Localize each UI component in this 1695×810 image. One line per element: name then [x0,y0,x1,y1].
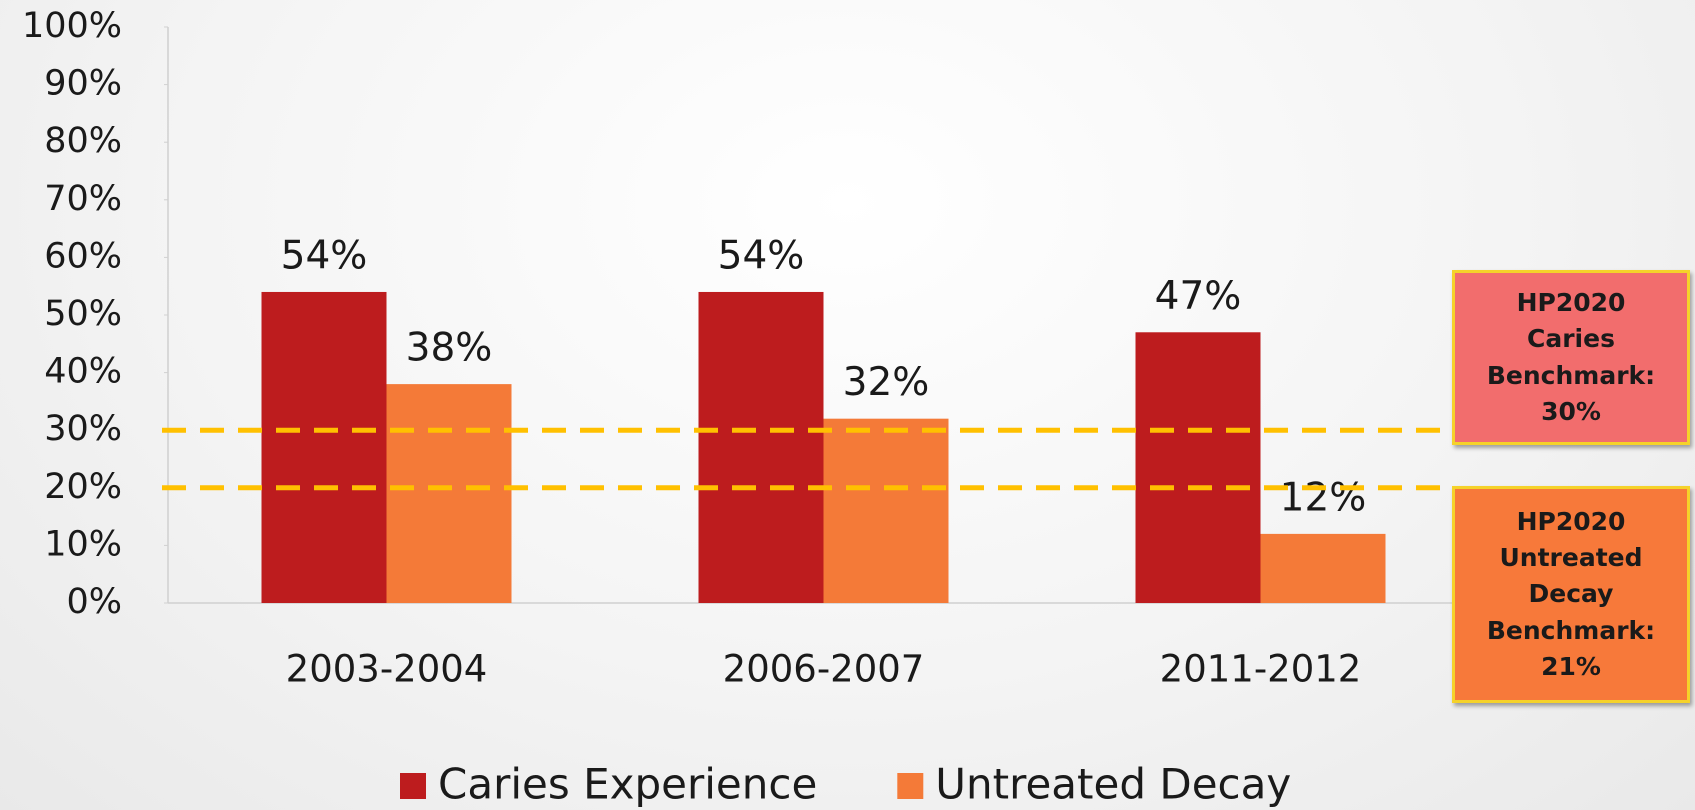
bar [386,384,512,603]
data-label: 12% [1280,475,1367,520]
bar [823,418,949,603]
legend-label: Untreated Decay [935,760,1291,809]
bar [698,291,824,603]
y-tick-label: 90% [44,64,122,104]
x-tick-label: 2011-2012 [1160,648,1362,691]
x-tick-label: 2003-2004 [286,648,488,691]
y-tick-label: 80% [44,121,122,161]
y-tick-label: 30% [44,409,122,449]
legend-swatch [400,773,426,799]
data-label: 38% [406,326,493,371]
data-label: 54% [718,233,805,278]
legend-swatch [897,773,924,799]
y-tick-label: 10% [44,524,122,564]
y-tick-label: 40% [44,352,122,392]
y-tick-label: 50% [44,294,122,334]
x-tick-label: 2006-2007 [723,648,925,691]
data-label: 47% [1155,274,1242,319]
benchmark-label: HP2020 Untreated Decay Benchmark: 21% [1452,486,1690,703]
y-tick-label: 60% [44,236,122,276]
bar [1260,533,1386,603]
y-tick-label: 20% [44,467,122,507]
bar [1135,332,1261,603]
y-tick-label: 70% [44,179,122,219]
data-label: 32% [843,360,930,405]
y-tick-label: 0% [66,582,122,622]
bar [261,291,387,603]
data-label: 54% [281,233,368,278]
y-tick-label: 100% [22,6,122,46]
legend-label: Caries Experience [438,760,817,809]
benchmark-label: HP2020 Caries Benchmark: 30% [1452,270,1690,445]
